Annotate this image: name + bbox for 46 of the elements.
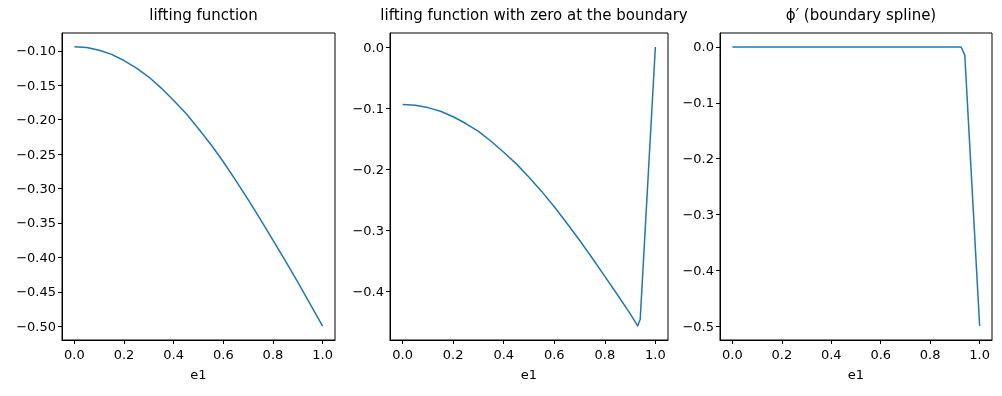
- x-tick-label: 0.8: [594, 347, 616, 362]
- y-tick-label: −0.4: [682, 262, 714, 278]
- y-tick-label: −0.10: [16, 43, 56, 59]
- chart-title: lifting function: [149, 5, 258, 24]
- chart-title: ϕ′ (boundary spline): [785, 5, 937, 24]
- x-tick-label: 0.0: [64, 347, 85, 362]
- y-tick-label: 0.0: [693, 39, 714, 55]
- y-tick-label: −0.5: [682, 318, 714, 334]
- y-tick-label: −0.35: [16, 215, 56, 231]
- x-tick-label: 1.0: [645, 347, 666, 362]
- x-tick-label: 0.6: [212, 347, 234, 362]
- x-axis-title: e1: [520, 367, 538, 382]
- x-axis-title: e1: [190, 367, 207, 382]
- x-tick-label: 0.4: [163, 347, 185, 362]
- y-tick-label: −0.3: [682, 206, 714, 222]
- x-axis-title: e1: [847, 367, 865, 382]
- y-tick-label: 0.0: [363, 39, 384, 55]
- x-tick-label: 0.6: [543, 347, 565, 362]
- x-tick-label: 0.8: [262, 347, 284, 362]
- x-tick-label: 0.8: [919, 347, 941, 362]
- x-tick-label: 0.4: [820, 347, 842, 362]
- chart-title: lifting function with zero at the boundary: [380, 5, 688, 24]
- x-tick-label: 0.2: [442, 347, 464, 362]
- y-tick-label: −0.3: [352, 223, 384, 239]
- x-tick-label: 0.6: [870, 347, 892, 362]
- y-tick-label: −0.2: [352, 161, 384, 177]
- y-tick-label: −0.25: [16, 146, 56, 162]
- y-tick-label: −0.20: [16, 112, 56, 128]
- x-tick-label: 0.2: [113, 347, 135, 362]
- y-tick-label: −0.15: [16, 77, 56, 93]
- y-tick-label: −0.50: [16, 318, 56, 334]
- x-tick-label: 1.0: [969, 347, 990, 362]
- x-tick-label: 0.2: [771, 347, 793, 362]
- y-tick-label: −0.40: [16, 249, 56, 265]
- x-tick-label: 1.0: [312, 347, 333, 362]
- x-tick-label: 0.4: [493, 347, 515, 362]
- x-tick-label: 0.0: [722, 347, 743, 362]
- y-tick-label: −0.2: [682, 151, 714, 167]
- y-tick-label: −0.30: [16, 181, 56, 197]
- y-tick-label: −0.1: [352, 100, 384, 116]
- y-tick-label: −0.4: [352, 284, 384, 300]
- x-tick-label: 0.0: [392, 347, 413, 362]
- line-series: [73, 46, 324, 327]
- y-tick-label: −0.1: [682, 95, 714, 111]
- y-tick-label: −0.45: [16, 284, 56, 300]
- line-series: [401, 46, 657, 327]
